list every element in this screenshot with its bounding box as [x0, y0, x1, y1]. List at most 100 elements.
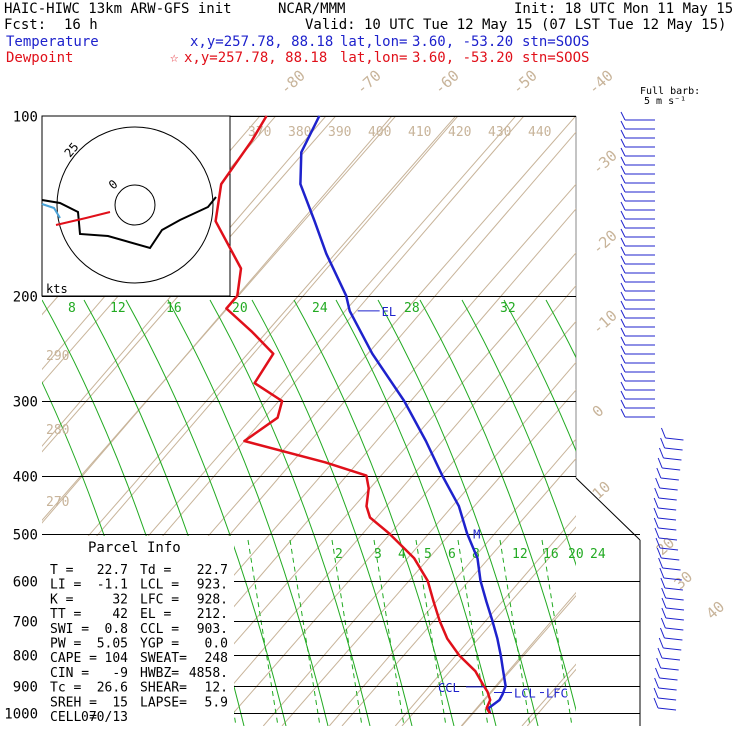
parcel-value-right: 5.9	[205, 695, 228, 710]
dry-adiabat-line	[281, 389, 576, 726]
parcel-value-right: 4858.	[189, 666, 228, 681]
parcel-key-right: YGP =	[140, 637, 179, 652]
wind-barb-flag	[620, 201, 626, 211]
wind-barb-staff-lower	[659, 677, 678, 681]
isotherm-line	[328, 438, 576, 726]
el-label: EL	[382, 305, 396, 319]
parcel-key-right: LFC =	[140, 592, 179, 607]
wind-barb-staff-lower	[661, 657, 681, 661]
wind-barb-flag-lower	[655, 477, 661, 489]
wind-barb-flag-lower	[660, 437, 666, 449]
parcel-key: K =	[50, 592, 74, 607]
mixing-ratio-label: 20	[232, 301, 248, 316]
wind-barb-flag-lower	[653, 497, 659, 509]
isotherm-label: 0	[589, 402, 608, 421]
hodograph-ring-outer	[56, 126, 214, 284]
wind-barb-flag	[620, 390, 626, 400]
parcel-value: 26.6	[97, 681, 128, 696]
mixing-ratio-dashed	[247, 539, 279, 726]
parcel-key-right: LAPSE=	[140, 695, 187, 710]
wind-barb-flag-lower	[658, 447, 664, 459]
mixing-ratio-curve	[588, 300, 740, 726]
pressure-tick-label: 400	[13, 470, 38, 486]
temperature-xy: x,y=257.78, 88.18	[190, 34, 334, 50]
parcel-key: CIN =	[50, 666, 89, 681]
wind-barb-flag	[620, 165, 626, 175]
sounding-profiles: EL M CCL LCL LFC	[214, 115, 568, 714]
isotherm-line	[460, 591, 576, 726]
dewpoint-station: stn=SOOS	[522, 50, 590, 66]
wind-barb-flag	[620, 354, 626, 364]
barb-legend-units: 5 m s⁻¹	[644, 96, 686, 107]
mixing-ratio-dashed	[289, 539, 321, 726]
wind-barb-staff-lower	[664, 447, 683, 451]
parcel-value: 104	[105, 651, 129, 666]
wind-barb-flag	[620, 219, 626, 229]
parcel-value: 070/13	[81, 710, 128, 725]
pressure-tick-label: 500	[13, 528, 38, 544]
wind-barb-flag-lower	[655, 667, 660, 679]
theta-label: 410	[408, 125, 431, 140]
parcel-value: 15	[112, 695, 128, 710]
wind-barb-flag	[620, 381, 626, 391]
wind-barb-flag-lower	[653, 697, 659, 709]
wind-barb-flag	[620, 273, 626, 283]
wind-barb-staff-lower	[659, 547, 679, 551]
mixing-ratio-label-lower: 6	[448, 547, 456, 562]
dry-adiabat-line	[42, 116, 457, 590]
pressure-tick-label: 700	[13, 615, 38, 631]
dewpoint-legend: Dewpoint	[6, 50, 74, 66]
wind-barb-flag-lower	[659, 627, 665, 639]
wind-barb-flag	[620, 363, 626, 373]
dewpoint-latlon-label: lat,lon=	[340, 50, 408, 66]
mixing-ratio-label: 28	[404, 301, 420, 316]
mixing-ratio-label: 24	[312, 301, 328, 316]
parcel-key: SWI =	[50, 622, 89, 637]
wind-barb-flag-lower	[660, 577, 666, 589]
wind-barb-flag	[620, 264, 626, 274]
parcel-key-right: SHEAR=	[140, 681, 187, 696]
parcel-info-background	[42, 536, 234, 726]
pressure-tick-label: 600	[13, 575, 38, 591]
isotherm-line	[196, 284, 576, 726]
mixing-ratio-label-lower: 12	[512, 547, 528, 562]
wind-barb-flag-lower	[654, 677, 660, 689]
dry-adiabat-line	[341, 457, 576, 726]
wind-barb-flag	[620, 318, 626, 328]
wind-barb-staff-lower	[658, 527, 677, 531]
wind-barb-staff-lower	[665, 437, 684, 441]
wind-barb-flag-lower	[657, 647, 663, 659]
isotherm-line	[659, 116, 740, 726]
wind-barb-flag-lower	[653, 517, 659, 529]
dry-adiabat-line	[642, 0, 740, 726]
mixing-ratio-curve	[545, 299, 576, 359]
wind-barb-flag-lower	[655, 537, 661, 549]
theta-label: 390	[328, 125, 351, 140]
mixing-ratio-label: 32	[500, 301, 516, 316]
isotherm-label: 10	[589, 478, 614, 503]
parcel-key-right: CCL =	[140, 622, 179, 637]
wind-barb-flag-lower	[654, 527, 660, 539]
wind-barb-staff-lower	[658, 537, 678, 541]
isotherm-line	[593, 116, 740, 726]
pressure-tick-label: 1000	[4, 707, 38, 723]
parcel-value: -1.1	[97, 578, 128, 593]
parcel-value-right: 12.	[205, 681, 228, 696]
mixing-ratio-curve	[167, 299, 329, 726]
wind-barb-flag	[620, 111, 626, 121]
parcel-value: 22.7	[97, 563, 128, 578]
wind-barb-flag-lower	[656, 467, 662, 479]
hodograph-storm-vector	[55, 211, 111, 226]
wind-barb-staff-lower	[660, 477, 679, 481]
dry-adiabat-line	[42, 116, 337, 453]
parcel-value: 32	[112, 592, 128, 607]
isotherm-label: -20	[589, 226, 621, 258]
wind-barb-staff-lower	[665, 617, 684, 621]
dewpoint-profile	[214, 115, 492, 714]
parcel-key: PW =	[50, 637, 81, 652]
mixing-ratio-curve	[209, 299, 371, 726]
parcel-key: CELL =	[50, 710, 97, 725]
wind-barb-flag-lower	[654, 487, 660, 499]
parcel-value-right: 928.	[197, 592, 228, 607]
theta-label: 440	[528, 125, 551, 140]
